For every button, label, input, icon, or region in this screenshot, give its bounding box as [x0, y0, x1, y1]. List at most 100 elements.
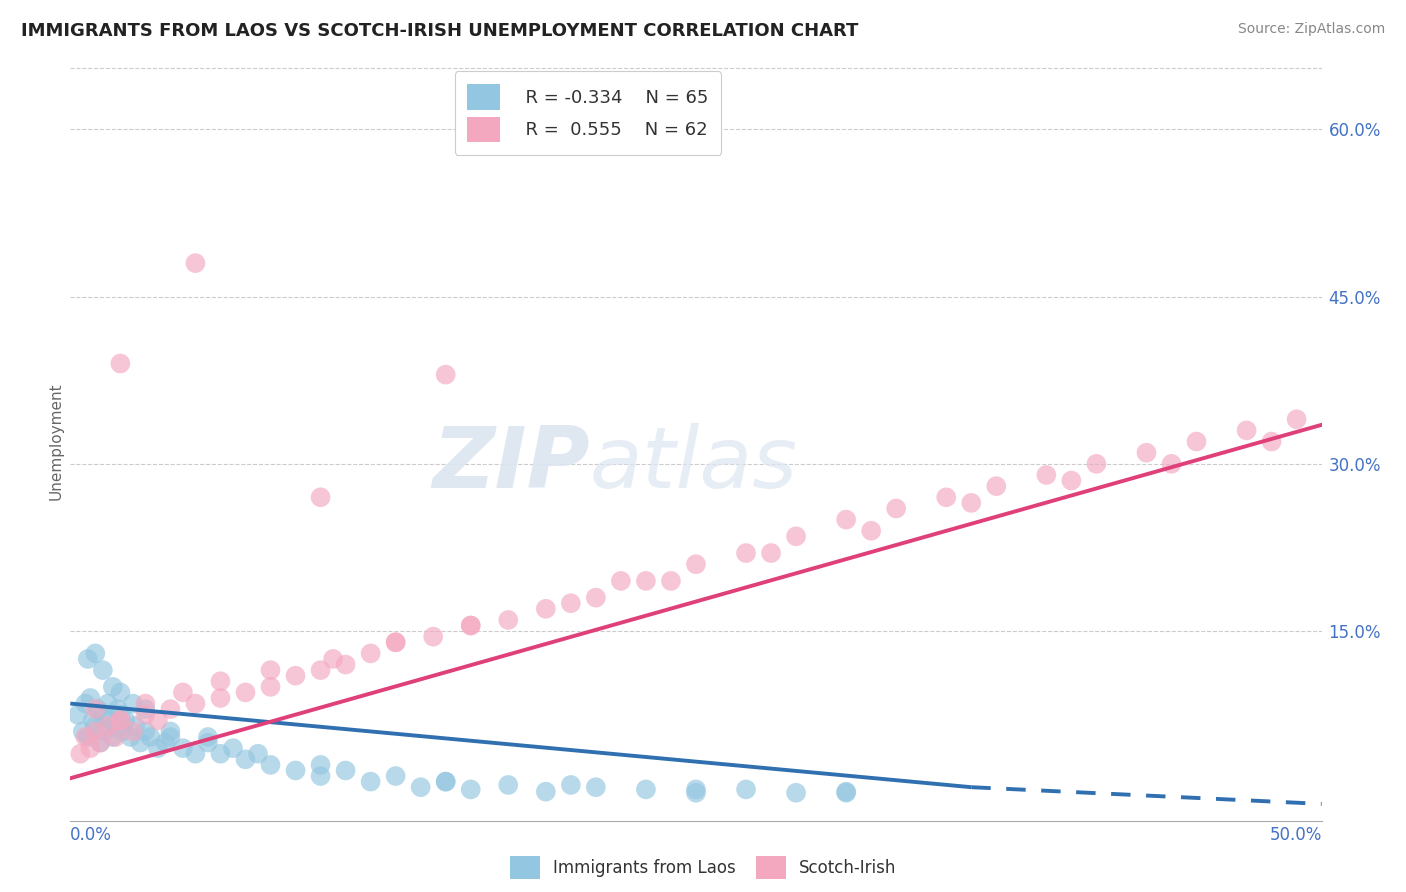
- Scotch-Irish: [97, 719, 120, 733]
- Scotch-Irish: [986, 479, 1008, 493]
- Immigrants from Laos: [84, 719, 107, 733]
- Immigrants from Laos: [247, 747, 270, 761]
- Immigrants from Laos: [94, 724, 117, 739]
- Immigrants from Laos: [685, 782, 707, 797]
- Scotch-Irish: [209, 674, 232, 689]
- Scotch-Irish: [884, 501, 907, 516]
- Immigrants from Laos: [139, 730, 162, 744]
- Scotch-Irish: [209, 691, 232, 706]
- Scotch-Irish: [110, 714, 132, 728]
- Scotch-Irish: [835, 512, 858, 526]
- Immigrants from Laos: [685, 786, 707, 800]
- Immigrants from Laos: [110, 685, 132, 699]
- Scotch-Irish: [184, 697, 207, 711]
- Scotch-Irish: [322, 652, 344, 666]
- Immigrants from Laos: [129, 735, 152, 749]
- Scotch-Irish: [685, 557, 707, 572]
- Text: 0.0%: 0.0%: [70, 826, 112, 844]
- Scotch-Irish: [498, 613, 520, 627]
- Scotch-Irish: [759, 546, 782, 560]
- Immigrants from Laos: [82, 714, 104, 728]
- Immigrants from Laos: [134, 724, 156, 739]
- Scotch-Irish: [534, 602, 557, 616]
- Immigrants from Laos: [284, 764, 307, 778]
- Scotch-Irish: [585, 591, 607, 605]
- Immigrants from Laos: [124, 719, 146, 733]
- Scotch-Irish: [259, 680, 281, 694]
- Scotch-Irish: [634, 574, 657, 588]
- Immigrants from Laos: [409, 780, 432, 795]
- Scotch-Irish: [79, 741, 101, 756]
- Immigrants from Laos: [534, 785, 557, 799]
- Scotch-Irish: [104, 730, 127, 744]
- Scotch-Irish: [1160, 457, 1182, 471]
- Immigrants from Laos: [309, 758, 332, 772]
- Scotch-Irish: [1236, 424, 1258, 438]
- Scotch-Irish: [460, 618, 482, 632]
- Text: Source: ZipAtlas.com: Source: ZipAtlas.com: [1237, 22, 1385, 37]
- Immigrants from Laos: [209, 747, 232, 761]
- Text: 50.0%: 50.0%: [1270, 826, 1322, 844]
- Scotch-Irish: [460, 618, 482, 632]
- Scotch-Irish: [146, 714, 169, 728]
- Immigrants from Laos: [184, 747, 207, 761]
- Immigrants from Laos: [159, 730, 181, 744]
- Scotch-Irish: [384, 635, 406, 649]
- Immigrants from Laos: [75, 697, 97, 711]
- Scotch-Irish: [560, 596, 582, 610]
- Immigrants from Laos: [84, 646, 107, 660]
- Immigrants from Laos: [560, 778, 582, 792]
- Scotch-Irish: [860, 524, 883, 538]
- Scotch-Irish: [172, 685, 194, 699]
- Scotch-Irish: [1185, 434, 1208, 449]
- Scotch-Irish: [309, 491, 332, 505]
- Scotch-Irish: [434, 368, 457, 382]
- Immigrants from Laos: [235, 752, 257, 766]
- Immigrants from Laos: [91, 663, 114, 677]
- Scotch-Irish: [121, 724, 145, 739]
- Immigrants from Laos: [197, 730, 219, 744]
- Legend:   R = -0.334    N = 65,   R =  0.555    N = 62: R = -0.334 N = 65, R = 0.555 N = 62: [454, 71, 721, 155]
- Immigrants from Laos: [155, 735, 177, 749]
- Scotch-Irish: [89, 735, 111, 749]
- Scotch-Irish: [384, 635, 406, 649]
- Immigrants from Laos: [134, 702, 156, 716]
- Immigrants from Laos: [259, 758, 281, 772]
- Immigrants from Laos: [222, 741, 245, 756]
- Immigrants from Laos: [101, 730, 124, 744]
- Y-axis label: Unemployment: Unemployment: [48, 383, 63, 500]
- Scotch-Irish: [960, 496, 983, 510]
- Immigrants from Laos: [101, 680, 124, 694]
- Scotch-Irish: [1260, 434, 1282, 449]
- Legend: Immigrants from Laos, Scotch-Irish: Immigrants from Laos, Scotch-Irish: [509, 855, 897, 880]
- Immigrants from Laos: [89, 735, 111, 749]
- Immigrants from Laos: [72, 724, 94, 739]
- Scotch-Irish: [110, 356, 132, 371]
- Immigrants from Laos: [120, 730, 142, 744]
- Immigrants from Laos: [360, 774, 382, 789]
- Scotch-Irish: [110, 714, 132, 728]
- Immigrants from Laos: [76, 652, 98, 666]
- Immigrants from Laos: [114, 714, 136, 728]
- Scotch-Irish: [1285, 412, 1308, 426]
- Scotch-Irish: [785, 529, 807, 543]
- Scotch-Irish: [184, 256, 207, 270]
- Immigrants from Laos: [835, 786, 858, 800]
- Scotch-Irish: [159, 702, 181, 716]
- Immigrants from Laos: [66, 707, 89, 722]
- Scotch-Irish: [335, 657, 357, 672]
- Scotch-Irish: [84, 702, 107, 716]
- Immigrants from Laos: [434, 774, 457, 789]
- Immigrants from Laos: [309, 769, 332, 783]
- Immigrants from Laos: [735, 782, 758, 797]
- Immigrants from Laos: [197, 735, 219, 749]
- Immigrants from Laos: [121, 697, 145, 711]
- Scotch-Irish: [1135, 446, 1157, 460]
- Immigrants from Laos: [159, 724, 181, 739]
- Immigrants from Laos: [498, 778, 520, 792]
- Scotch-Irish: [134, 707, 156, 722]
- Immigrants from Laos: [107, 702, 129, 716]
- Scotch-Irish: [735, 546, 758, 560]
- Scotch-Irish: [75, 730, 97, 744]
- Scotch-Irish: [235, 685, 257, 699]
